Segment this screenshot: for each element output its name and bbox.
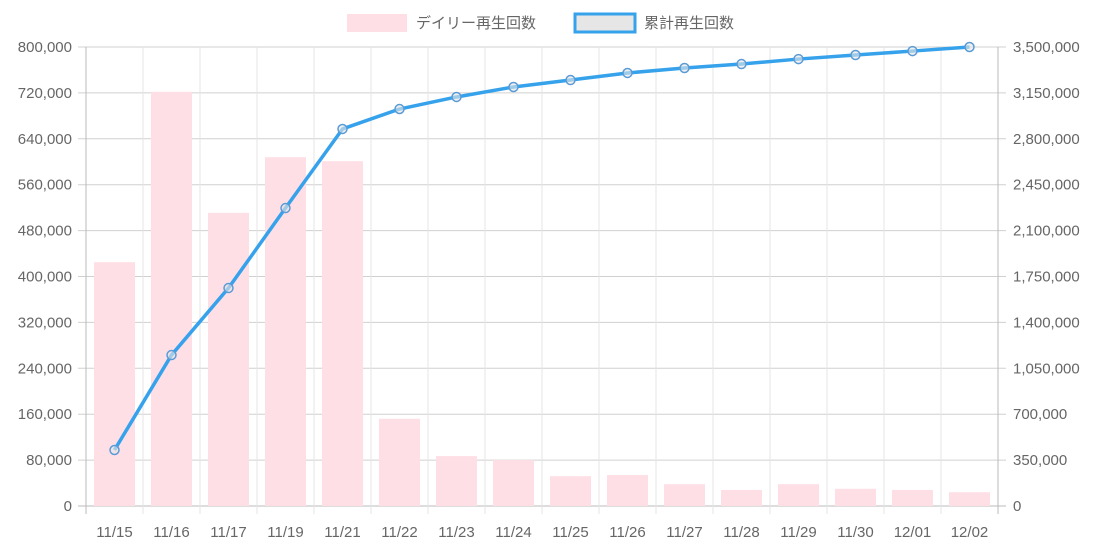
bar-daily [892,489,933,506]
point-cumulative [337,123,348,135]
y-right-tick-label: 3,150,000 [1013,85,1080,102]
point-cumulative [850,49,861,61]
x-tick-label: 11/21 [324,524,360,541]
x-tick-label: 11/22 [381,524,417,541]
x-tick-label: 11/26 [609,524,645,541]
point-cumulative [793,53,804,65]
y-right-tick-label: 700,000 [1013,406,1067,423]
x-tick-label: 11/16 [153,524,189,541]
y-left-tick-label: 160,000 [18,406,72,423]
y-right-tick-label: 2,450,000 [1013,177,1080,194]
bar-daily [835,488,876,506]
legend-item-daily[interactable]: デイリー再生回数 [347,14,536,32]
point-cumulative [280,202,291,214]
x-tick-label: 11/24 [495,524,531,541]
bar-daily [265,157,306,506]
x-tick-label: 11/25 [552,524,588,541]
x-tick-label: 12/02 [951,524,989,541]
y-left-tick-label: 0 [64,498,72,515]
point-cumulative [622,67,633,79]
bar-daily [436,456,477,506]
point-cumulative [964,41,975,53]
point-cumulative [451,91,462,103]
point-cumulative [508,81,519,93]
y-left-tick-label: 560,000 [18,177,72,194]
point-cumulative [679,62,690,74]
y-right-tick-label: 1,400,000 [1013,314,1080,331]
bar-daily [550,476,591,506]
legend-swatch-cumulative [573,12,637,34]
y-left-tick-label: 720,000 [18,85,72,102]
y-left-tick-label: 640,000 [18,131,72,148]
point-cumulative [565,74,576,86]
bar-daily [778,484,819,506]
y-left-tick-label: 240,000 [18,360,72,377]
point-cumulative [166,349,177,361]
line-cumulative [112,45,970,451]
y-right-tick-label: 1,050,000 [1013,360,1080,377]
y-left-tick-label: 800,000 [18,39,72,56]
bar-daily [949,492,990,506]
bar-daily [94,262,135,506]
bar-daily [151,91,192,506]
x-tick-label: 11/23 [438,524,474,541]
legend-swatch-daily [347,14,407,32]
y-left-tick-label: 80,000 [26,452,72,469]
legend-label-cumulative: 累計再生回数 [644,15,734,32]
bar-daily [208,212,249,506]
x-tick-label: 12/01 [894,524,932,541]
legend: デイリー再生回数 累計再生回数 [347,12,734,34]
y-right-tick-label: 3,500,000 [1013,39,1080,56]
bar-daily [607,475,648,506]
x-tick-label: 11/15 [96,524,132,541]
bar-daily [322,161,363,506]
x-tick-label: 11/17 [210,524,246,541]
bar-daily [379,418,420,506]
x-tick-label: 11/29 [780,524,816,541]
bar-daily [664,484,705,506]
x-tick-label: 11/27 [666,524,702,541]
y-left-tick-label: 480,000 [18,223,72,240]
legend-label-daily: デイリー再生回数 [416,14,536,32]
bar-daily [721,489,762,506]
y-right-tick-label: 2,100,000 [1013,223,1080,240]
legend-item-cumulative[interactable]: 累計再生回数 [573,12,734,34]
bar-daily [493,460,534,506]
y-right-tick-label: 2,800,000 [1013,131,1080,148]
x-tick-label: 11/19 [267,524,303,541]
point-cumulative [109,444,120,456]
x-tick-label: 11/28 [723,524,759,541]
point-cumulative [223,282,234,294]
x-tick-label: 11/30 [837,524,873,541]
y-right-tick-label: 350,000 [1013,452,1067,469]
y-left-tick-label: 400,000 [18,269,72,286]
y-right-tick-label: 0 [1013,498,1021,515]
point-cumulative [736,58,747,70]
point-cumulative [394,103,405,115]
y-right-tick-label: 1,750,000 [1013,269,1080,286]
y-left-tick-label: 320,000 [18,314,72,331]
point-cumulative [907,45,918,57]
